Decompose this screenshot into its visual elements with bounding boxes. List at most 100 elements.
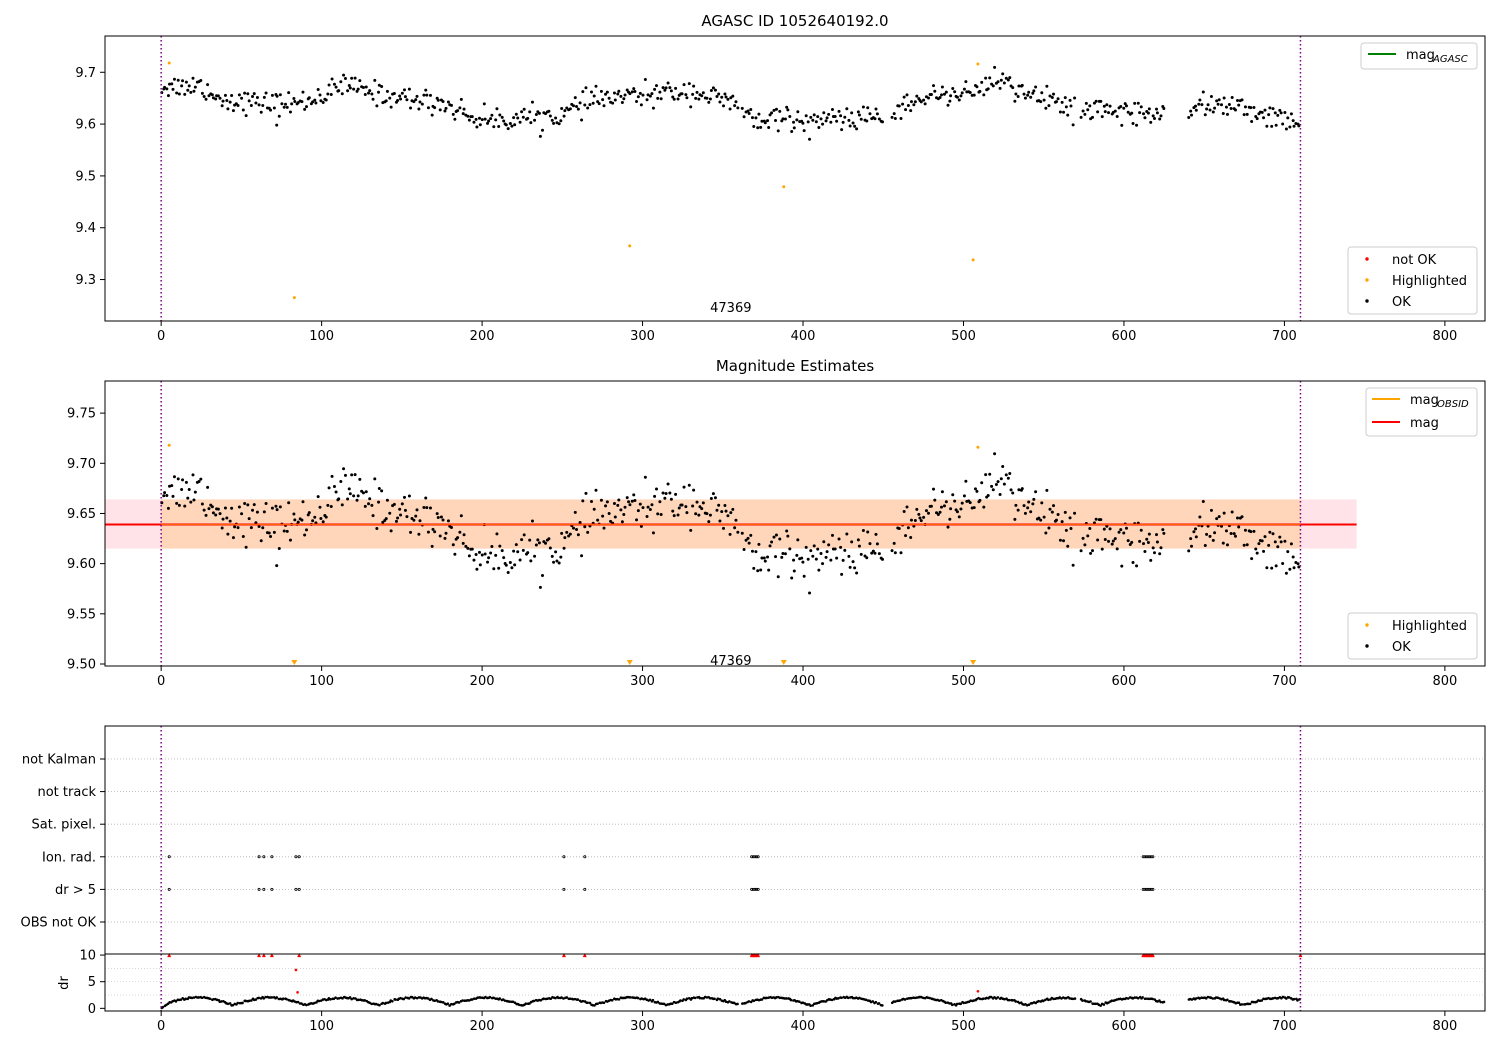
ok-point <box>1243 105 1247 109</box>
ok-point <box>470 115 474 119</box>
ok-point <box>576 533 580 537</box>
ok-point <box>767 568 771 572</box>
dr-point <box>877 1002 881 1005</box>
ok-point <box>487 119 491 123</box>
ok-point <box>396 99 400 103</box>
ok-point <box>1037 516 1041 520</box>
dr-point <box>1047 998 1050 1002</box>
x-tick-label: 0 <box>157 1019 165 1034</box>
ok-point <box>520 110 524 114</box>
ok-point <box>394 519 398 523</box>
ok-point <box>1002 81 1006 85</box>
legend-label: Highlighted <box>1392 619 1467 634</box>
ok-point <box>912 103 916 107</box>
dr-point <box>651 998 655 1002</box>
ok-point <box>701 91 705 95</box>
ok-point <box>1242 113 1246 117</box>
ok-point <box>464 544 468 548</box>
panel-title: AGASC ID 1052640192.0 <box>701 12 888 30</box>
ok-point <box>808 137 812 141</box>
ok-point <box>293 100 297 104</box>
ok-point <box>353 76 357 80</box>
dr-point <box>281 997 285 1000</box>
legend-box <box>1347 246 1478 315</box>
ok-point <box>1142 112 1146 116</box>
ok-point <box>993 452 997 456</box>
ok-point <box>306 513 310 517</box>
dr-point <box>1107 1001 1110 1004</box>
ok-point <box>269 535 273 539</box>
ok-point <box>318 505 322 509</box>
flag-point <box>1143 887 1147 891</box>
ok-point <box>563 109 567 113</box>
ok-point <box>750 116 754 120</box>
ok-point <box>384 99 388 103</box>
dr-point <box>1287 996 1291 999</box>
ok-point <box>671 95 675 99</box>
ok-point <box>1122 106 1126 110</box>
ok-point <box>724 95 728 99</box>
ok-point <box>909 536 913 540</box>
flag-point <box>1146 855 1150 859</box>
dr-point <box>275 996 279 999</box>
ok-point <box>216 507 220 511</box>
category-label: dr > 5 <box>55 883 96 898</box>
ok-point <box>700 507 704 511</box>
ok-point <box>230 506 234 510</box>
ok-point <box>342 73 346 77</box>
ok-point <box>557 122 561 126</box>
dr-point <box>1211 997 1215 1000</box>
ok-point <box>490 544 494 548</box>
ok-point <box>877 117 881 121</box>
dr-point <box>228 1002 232 1005</box>
dr-point <box>208 997 212 1001</box>
ok-point <box>581 499 585 503</box>
ok-point <box>163 491 167 495</box>
ok-point <box>246 503 250 507</box>
ok-point <box>1252 105 1256 109</box>
ok-point <box>845 532 849 536</box>
dr-point <box>736 1002 739 1006</box>
dr-point <box>508 1000 512 1003</box>
ok-point <box>304 528 308 532</box>
dr-point <box>381 1001 385 1005</box>
ok-point <box>759 568 763 572</box>
flag-point <box>262 887 266 891</box>
ok-point <box>833 115 837 119</box>
ok-point <box>988 472 992 476</box>
ok-point <box>589 90 593 94</box>
y-tick-label: 9.65 <box>67 507 96 522</box>
dr-point <box>1144 997 1148 1000</box>
ok-point <box>746 536 750 540</box>
ok-point <box>1056 512 1060 516</box>
ok-point <box>520 538 524 542</box>
ok-point <box>1040 91 1044 95</box>
ok-point <box>692 488 696 492</box>
ok-point <box>902 510 906 514</box>
ok-point <box>919 519 923 523</box>
ok-point <box>873 551 877 555</box>
ok-point <box>611 101 615 105</box>
dr-point <box>744 1001 747 1005</box>
ok-point <box>1079 115 1083 119</box>
ok-point <box>241 108 245 112</box>
ok-point <box>835 119 839 123</box>
ok-point <box>1009 488 1013 492</box>
ok-point <box>616 92 620 96</box>
ok-point <box>516 116 520 120</box>
ok-point <box>418 519 422 523</box>
ok-point <box>972 506 976 510</box>
dr-point <box>1252 1000 1255 1004</box>
ok-point <box>518 120 522 124</box>
ok-point <box>1209 508 1213 512</box>
ok-point <box>1001 72 1005 76</box>
dr-point <box>1027 1003 1031 1007</box>
ok-point <box>1083 543 1087 547</box>
ok-point <box>959 507 963 511</box>
ok-point <box>339 480 343 484</box>
dr-point <box>648 998 652 1002</box>
ok-point <box>550 118 554 122</box>
below-range-marker <box>626 659 633 665</box>
dr-point <box>716 997 720 1000</box>
dr-point <box>846 996 850 1000</box>
